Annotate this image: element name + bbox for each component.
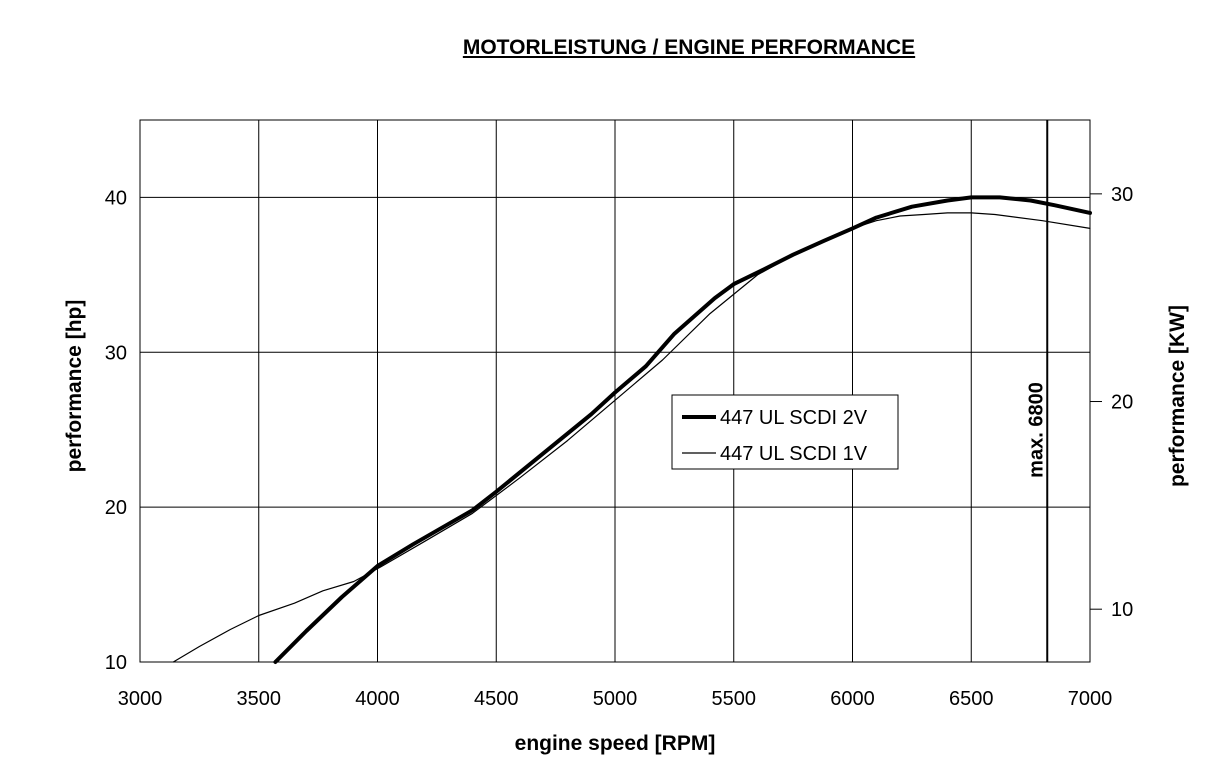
x-tick-label: 3000 [118,688,163,710]
x-tick-label: 5000 [593,688,638,710]
x-tick-label: 7000 [1068,688,1113,710]
y-tick-label: 20 [105,497,127,519]
x-tick-label: 6000 [830,688,875,710]
y-axis-label: performance [hp] [63,300,86,473]
legend-entry: 447 UL SCDI 1V [720,443,868,465]
chart-title: MOTORLEISTUNG / ENGINE PERFORMANCE [462,36,916,59]
y2-tick-label: 20 [1111,392,1133,414]
y-tick-label: 10 [105,652,127,674]
plot-area-frame [139,119,1091,663]
x-axis-label: engine speed [RPM] [515,732,716,755]
x-tick-label: 6500 [949,688,994,710]
x-tick-label: 3500 [237,688,282,710]
x-tick-label: 4500 [474,688,519,710]
legend-entry: 447 UL SCDI 2V [720,407,868,429]
y2-tick-label: 10 [1111,599,1133,621]
x-tick-label: 4000 [355,688,400,710]
legend-box [671,394,899,470]
series-line-447-ul-scdi-2v [273,195,1092,664]
series-line-447-ul-scdi-1v [172,212,1091,663]
y-tick-label: 30 [105,342,127,364]
y-tick-label: 40 [105,187,127,209]
max-rpm-annotation: max. 6800 [1025,382,1047,478]
x-tick-label: 5500 [712,688,757,710]
y2-axis-label: performance [KW] [1166,305,1189,487]
y2-tick-label: 30 [1111,184,1133,206]
